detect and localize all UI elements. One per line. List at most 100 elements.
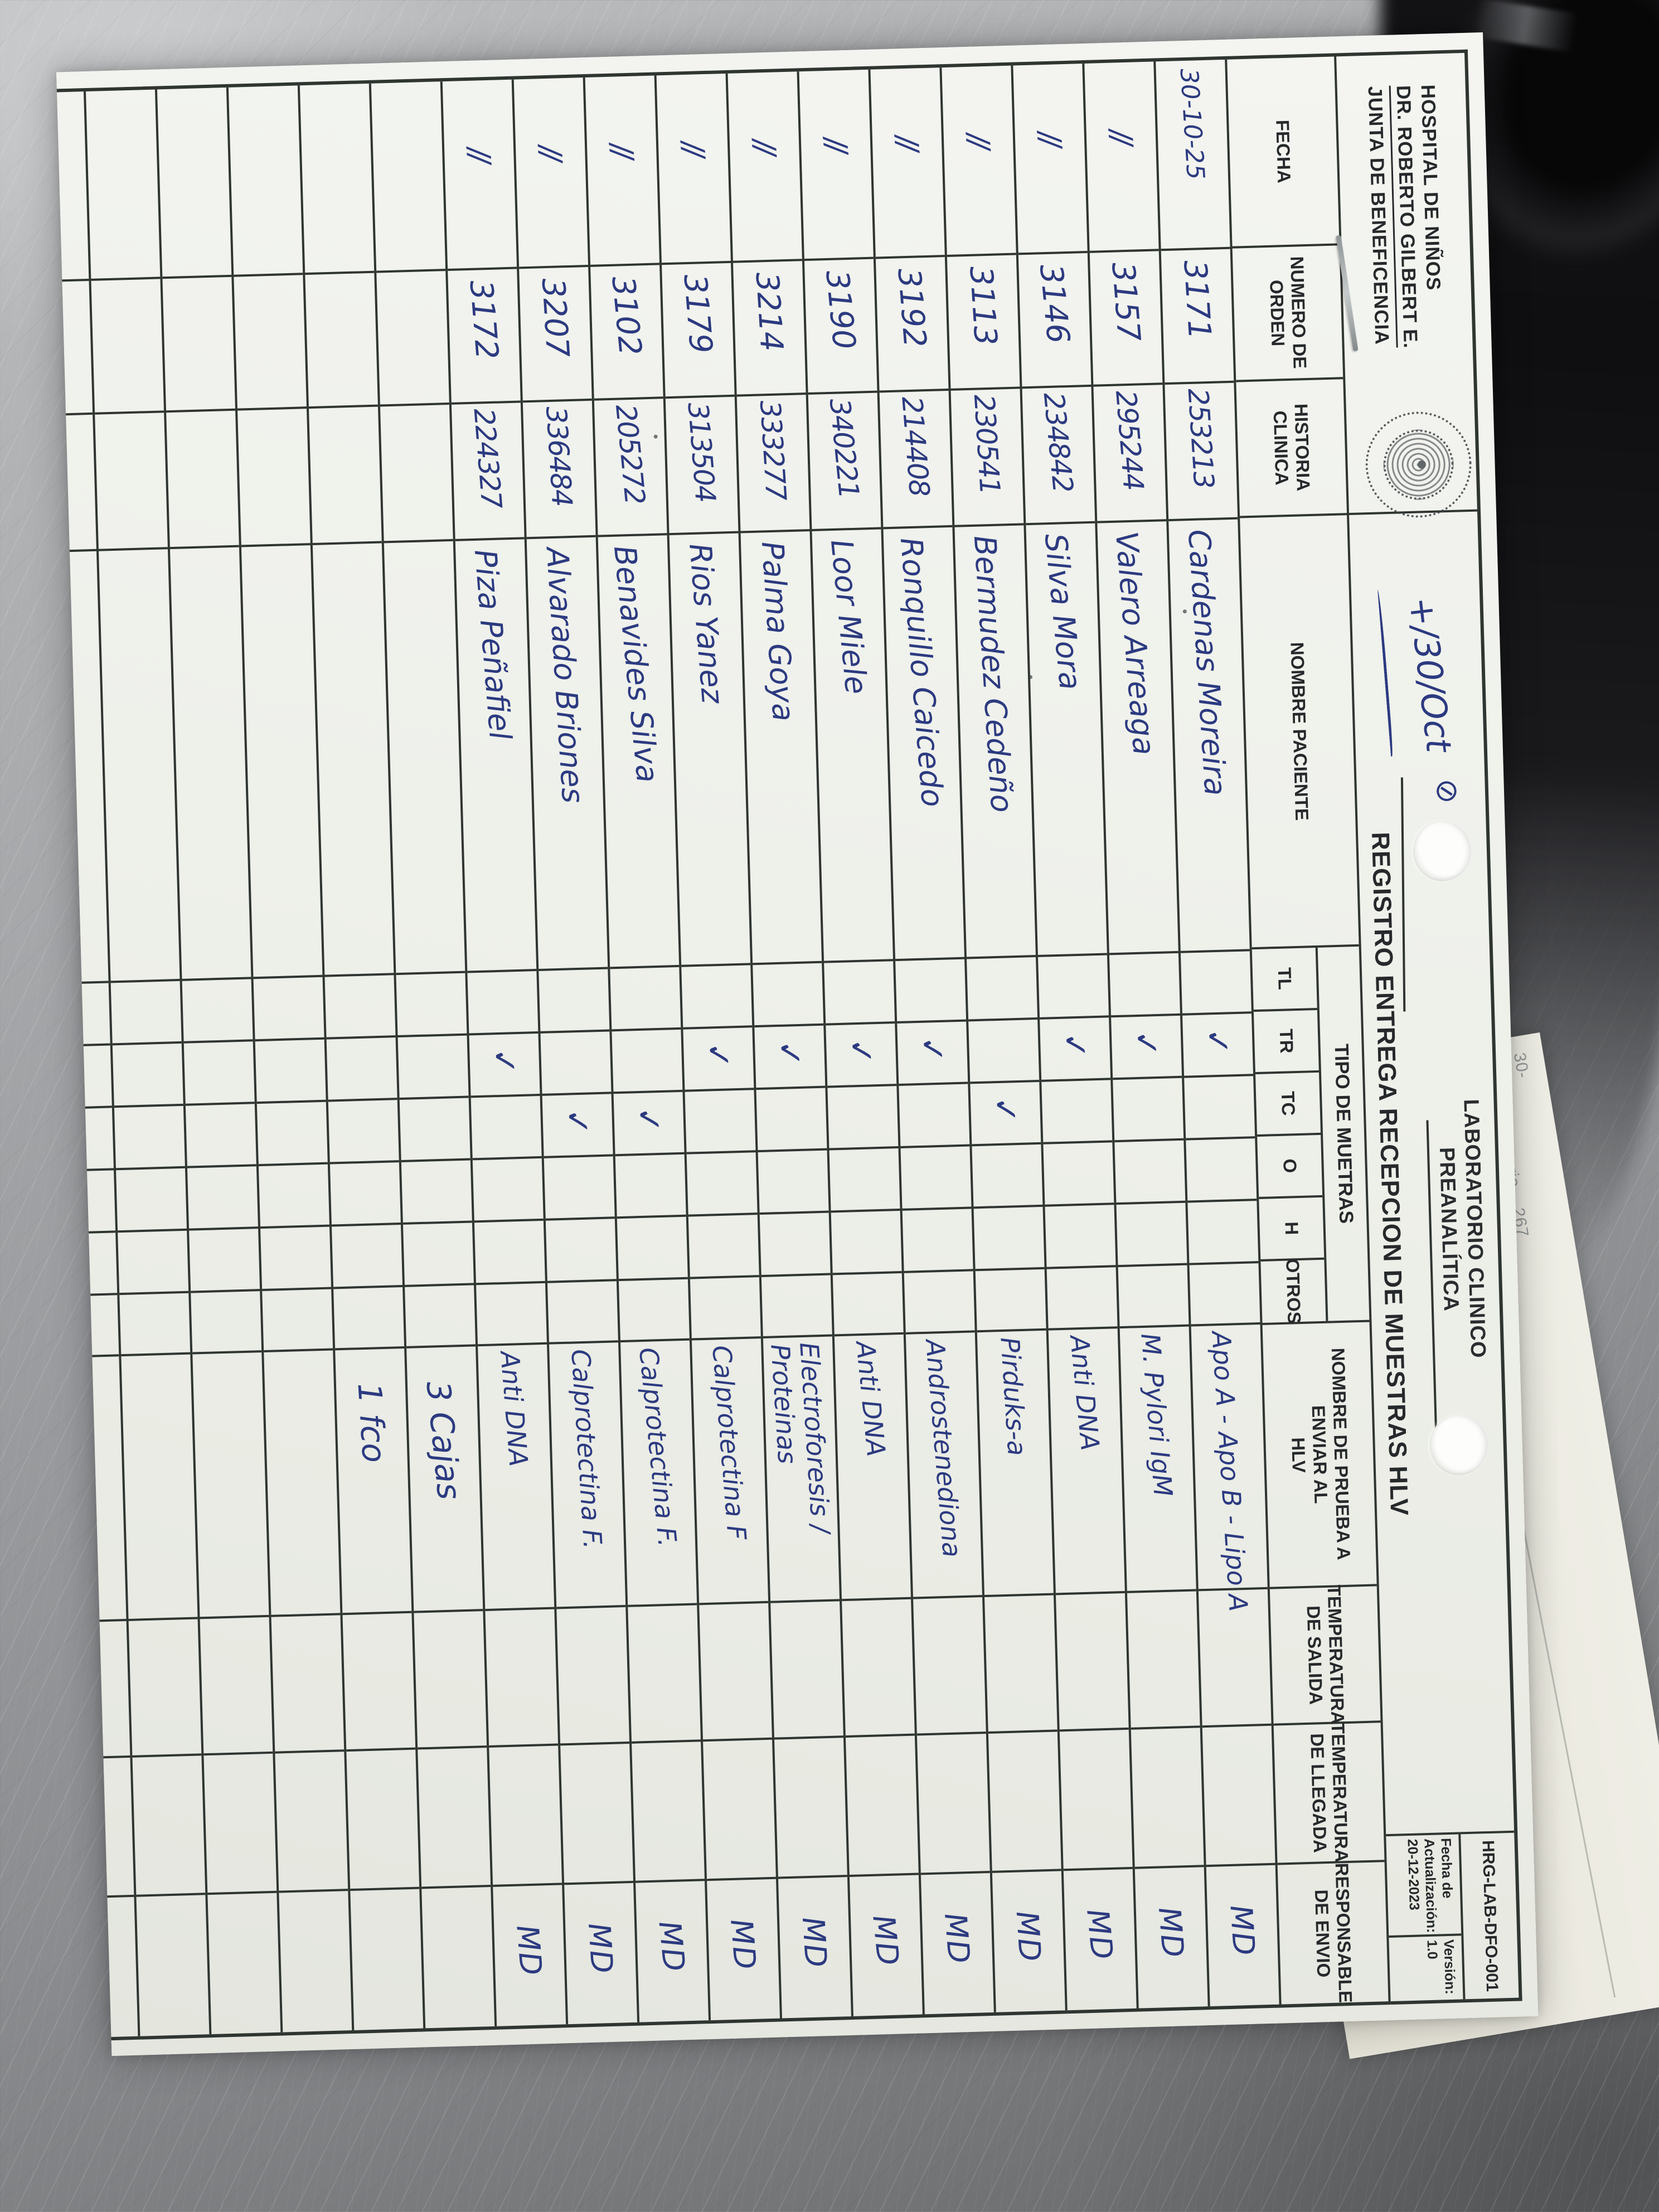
cell-O — [1186, 1138, 1257, 1203]
samples-table: FECHA NUMERO DE ORDEN HISTORIA CLINICA N… — [56, 53, 1391, 2042]
handwritten-historia: 295244 — [1109, 389, 1150, 491]
cell-OTROS — [1189, 1263, 1260, 1327]
cell-nombre — [384, 541, 465, 976]
cell-temp-llegada — [203, 1753, 277, 1895]
handwritten-responsable: MD — [938, 1912, 977, 1966]
cell-TL — [539, 969, 610, 1034]
cell-temp-salida — [342, 1613, 416, 1752]
cell-nombre: Rios Yanez — [669, 533, 751, 967]
lab-name-line1: LABORATORIO CLINICO — [1459, 1099, 1490, 1359]
cell-nombre: Valero Arreaga — [1097, 521, 1178, 955]
cell-responsable — [279, 1891, 352, 2032]
cell-orden: 3157 — [1089, 251, 1163, 387]
handwritten-nombre: Benavides Silva — [607, 544, 666, 784]
cell-responsable: MD — [992, 1871, 1065, 2012]
handwritten-nombre: Valero Arreaga — [1108, 530, 1162, 756]
cell-TL — [1109, 953, 1181, 1018]
handwritten-prueba: Calprotectina F. — [565, 1348, 608, 1550]
handwritten-historia: 205272 — [609, 402, 652, 506]
cell-OTROS — [119, 1293, 191, 1357]
cell-nombre: Piza Peñafiel — [455, 539, 537, 973]
cell-temp-llegada — [560, 1743, 634, 1885]
cell-responsable — [207, 1893, 280, 2034]
update-date-value: 20-12-2023 — [1404, 1839, 1423, 1911]
sample-type-checkmark: ✓ — [698, 1040, 739, 1071]
cell-temp-salida — [913, 1597, 986, 1736]
sample-type-checkmark: ✓ — [841, 1036, 881, 1067]
cell-fecha — [56, 91, 89, 283]
cell-TR — [255, 1039, 326, 1104]
cell-TR — [540, 1031, 612, 1096]
version-label: Versión: — [1440, 1939, 1458, 1995]
cell-O — [1043, 1142, 1114, 1207]
cell-temp-llegada — [1202, 1725, 1275, 1867]
cell-TR — [397, 1035, 469, 1100]
cell-historia: 205272 — [594, 399, 667, 537]
cell-responsable: MD — [1064, 1869, 1137, 2010]
cell-TR — [968, 1019, 1040, 1084]
cell-H — [332, 1225, 403, 1289]
handwritten-responsable: MD — [1151, 1905, 1191, 1960]
cell-historia: 214408 — [879, 391, 953, 530]
cell-temp-llegada — [489, 1745, 562, 1887]
cell-prueba: M. Pylori IgM — [1119, 1326, 1196, 1593]
cell-responsable: MD — [493, 1885, 566, 2026]
handwritten-prueba: Calprotectina F — [706, 1344, 753, 1541]
handwritten-historia: 214408 — [895, 395, 936, 497]
cell-O — [329, 1162, 401, 1227]
handwritten-nombre: Piza Peñafiel — [467, 548, 518, 741]
cell-orden — [234, 275, 307, 411]
cell-OTROS — [618, 1279, 690, 1343]
cell-prueba: Anti DNA — [1048, 1328, 1125, 1595]
cell-TR — [612, 1029, 683, 1094]
handwritten-responsable: MD — [1080, 1907, 1120, 1962]
cell-TC — [256, 1102, 328, 1167]
cell-fecha: ∕∕ — [727, 71, 802, 263]
cell-responsable — [421, 1887, 494, 2028]
handwritten-fecha: ∕∕ — [676, 140, 711, 156]
sample-type-checkmark: ✓ — [986, 1095, 1026, 1125]
cell-temp-llegada — [1131, 1728, 1204, 1869]
cell-TC — [756, 1088, 827, 1153]
handwritten-orden: 3157 — [1104, 260, 1147, 343]
cell-historia: 336484 — [522, 400, 596, 540]
handwritten-fecha: ∕∕ — [1104, 128, 1138, 144]
cell-OTROS — [547, 1281, 619, 1345]
cell-responsable: MD — [636, 1881, 709, 2022]
cell-TC — [1041, 1080, 1113, 1144]
subcol-TL: TL — [1251, 947, 1317, 1012]
cell-historia: 224327 — [451, 402, 525, 541]
cell-TL — [681, 965, 753, 1030]
handwritten-historia: 340221 — [823, 396, 865, 499]
cell-OTROS — [333, 1287, 405, 1351]
update-date-label: Fecha de Actualización: — [1421, 1837, 1456, 1933]
cell-fecha: ∕∕ — [870, 67, 945, 259]
cell-TC — [185, 1104, 256, 1168]
cell-responsable: MD — [1135, 1867, 1208, 2008]
col-header-temp-llegada: TEMPERATURA DE LLEGADA — [1273, 1723, 1385, 1865]
cell-H — [973, 1206, 1045, 1272]
handwritten-nombre: Rios Yanez — [682, 542, 730, 705]
cell-temp-llegada — [632, 1742, 705, 1883]
handwritten-nombre: Bermudez Cedeño — [967, 534, 1020, 814]
sample-type-checkmark: ✓ — [912, 1034, 953, 1065]
cell-H — [688, 1215, 759, 1279]
handwritten-fecha: ∕∕ — [818, 135, 853, 152]
handwritten-fecha: ∕∕ — [1032, 129, 1067, 146]
cell-TR: ✓ — [683, 1027, 754, 1092]
sample-type-checkmark: ✓ — [628, 1104, 670, 1136]
cell-temp-salida — [770, 1601, 843, 1740]
handwritten-fecha: ∕∕ — [604, 142, 639, 158]
handwritten-orden: 3171 — [1176, 259, 1218, 341]
cell-TL — [324, 975, 396, 1040]
sample-type-checkmark: ✓ — [557, 1107, 598, 1137]
cell-historia — [309, 406, 382, 545]
cell-O — [258, 1164, 330, 1229]
cell-OTROS — [761, 1275, 832, 1338]
cell-prueba: Calprotectina F — [691, 1338, 769, 1605]
cell-TC — [899, 1084, 970, 1148]
cell-temp-llegada — [703, 1739, 777, 1881]
handwritten-flourish — [1377, 589, 1394, 757]
cell-temp-llegada — [916, 1734, 990, 1875]
cell-orden: 3214 — [733, 261, 806, 397]
